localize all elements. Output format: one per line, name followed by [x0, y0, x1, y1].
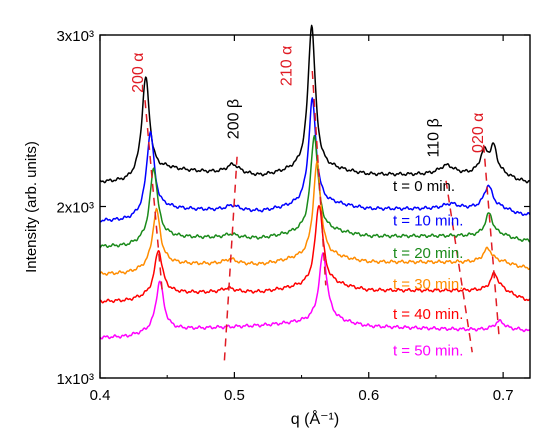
series-label-0: t = 0 min. [393, 178, 455, 195]
series-5-point-0 [159, 280, 160, 281]
series-labels: t = 0 min. t = 10 min. t = 20 min. t = 30 m… [393, 178, 463, 360]
series-1-point-3 [450, 203, 451, 204]
peak-annotations: 200 α 200 β 210 α 110 β 020 α [130, 46, 487, 158]
series-0-point-1 [150, 125, 151, 126]
series-1-point-4 [488, 187, 489, 188]
x-tick-label-3: 0.7 [493, 387, 514, 404]
peak-label-0: 200 α [130, 53, 147, 93]
x-axis-label: q (Å⁻¹) [291, 409, 339, 428]
series-0-point-6 [446, 167, 447, 168]
peak-label-3: 110 β [426, 118, 443, 157]
series-line-2 [99, 134, 531, 249]
peak-label-1: 200 β [225, 99, 242, 139]
series-3-point-0 [156, 206, 157, 207]
series-2-point-1 [230, 234, 231, 235]
series-1-point-0 [150, 139, 151, 140]
series-line-5 [99, 252, 531, 340]
series-4-point-1 [228, 295, 229, 296]
dashed-guide-0 [144, 100, 164, 295]
series-4-point-0 [158, 252, 159, 253]
series-4-point-2 [318, 213, 319, 214]
series-1-point-1 [232, 206, 233, 207]
series-line-1 [99, 97, 531, 223]
axes: 0.4 0.5 0.6 0.7 1x10³ 2x10³ 3x10³ [56, 28, 530, 404]
dashed-guide-2 [311, 70, 327, 286]
x-tick-label-1: 0.5 [224, 387, 245, 404]
y-axis-label: Intensity (arb. units) [23, 141, 40, 273]
y-tick-label-2: 3x10³ [56, 28, 94, 45]
x-tick-label-2: 0.6 [358, 387, 379, 404]
series-0-point-8 [493, 149, 494, 150]
series-label-3: t = 30 min. [393, 276, 463, 293]
series-line-4 [99, 204, 531, 304]
series-0-point-0 [144, 98, 145, 99]
peak-label-2: 210 α [278, 46, 295, 86]
series-label-1: t = 10 min. [393, 212, 463, 229]
x-tick-label-0: 0.4 [90, 387, 111, 404]
series-label-5: t = 50 min. [393, 343, 463, 360]
dashed-guides [144, 70, 500, 363]
y-tick-label-0: 1x10³ [56, 371, 94, 388]
series-4-point-3 [494, 281, 495, 282]
series-0-point-3 [308, 60, 309, 61]
series-0-point-2 [232, 166, 233, 167]
series-0-point-5 [316, 100, 317, 101]
dashed-guide-3 [445, 180, 473, 353]
series-line-3 [99, 160, 531, 276]
series-label-2: t = 20 min. [393, 245, 463, 262]
series-line-0 [99, 24, 531, 184]
dashed-guide-4 [482, 144, 500, 337]
series-0-point-4 [312, 48, 313, 49]
series-2-point-2 [314, 137, 315, 138]
peak-label-4: 020 α [470, 113, 487, 153]
y-tick-label-1: 2x10³ [56, 200, 94, 217]
series-3-point-3 [487, 249, 488, 250]
dashed-guide-1 [223, 156, 238, 363]
series-2-point-0 [153, 166, 154, 167]
series-3-point-2 [316, 170, 317, 171]
series-label-4: t = 40 min. [393, 306, 463, 323]
series-5-point-2 [499, 323, 500, 324]
series-group [99, 24, 531, 340]
